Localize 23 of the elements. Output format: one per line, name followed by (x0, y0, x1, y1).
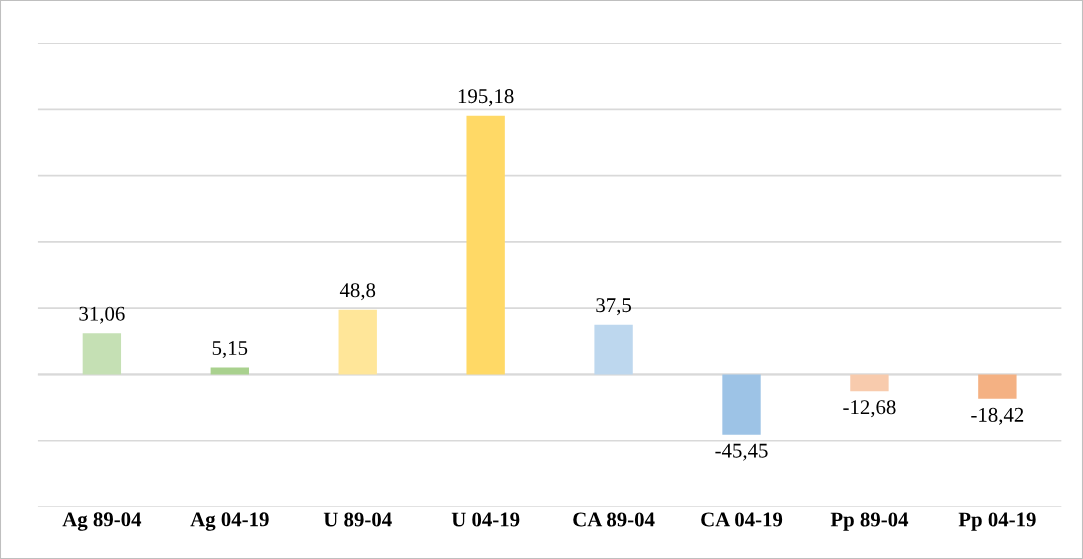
x-tick-label: CA 04-19 (701, 512, 783, 527)
data-label: 195,18 (458, 89, 514, 107)
x-tick-label: Ag 89-04 (62, 512, 142, 531)
data-label: 48,8 (339, 283, 376, 301)
data-label: 31,06 (79, 306, 125, 324)
x-tick-label: Ag 04-19 (190, 512, 269, 531)
x-tick-label: Pp 89-04 (830, 512, 909, 531)
data-label: 37,5 (596, 298, 631, 316)
data-label: 5,15 (212, 341, 248, 359)
bar (850, 374, 889, 392)
bar (594, 324, 633, 375)
bar (978, 374, 1017, 399)
x-tick-label: CA 89-04 (573, 512, 655, 527)
bar (722, 374, 761, 435)
bar (338, 309, 377, 375)
data-label: -45,45 (715, 443, 768, 461)
bar (466, 115, 505, 375)
x-tick-label: Pp 04-19 (958, 512, 1036, 531)
x-tick-label: U 89-04 (323, 512, 392, 527)
bar (82, 333, 122, 375)
data-label: -12,68 (843, 400, 896, 418)
data-label: -18,42 (971, 407, 1024, 425)
x-tick-label: U 04-19 (451, 512, 520, 527)
